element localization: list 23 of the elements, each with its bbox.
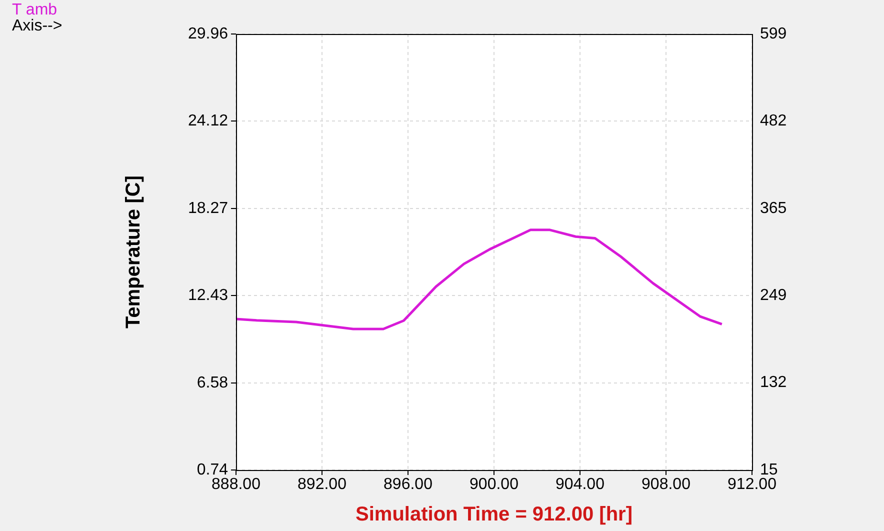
- y-tick-label: 24.12: [188, 112, 228, 130]
- y2-tick-label: 15: [760, 461, 778, 478]
- y2-tick-label: 482: [760, 112, 787, 130]
- y-tick-label: 18.27: [188, 200, 228, 217]
- text: T amb: [12, 1, 58, 18]
- x-axis-title: Simulation Time = 912.00 [hr]: [356, 504, 632, 526]
- y2-tick-label: 249: [760, 287, 787, 304]
- y-axis-title: Temperature [C]: [122, 176, 145, 328]
- y-tick-label: 6.58: [196, 374, 228, 392]
- text: Axis-->: [12, 17, 62, 34]
- x-tick-label: 904.00: [556, 476, 605, 494]
- x-tick-label: 896.00: [384, 476, 433, 494]
- y-tick-label: 12.43: [188, 286, 228, 304]
- y2-tick-label: 132: [760, 374, 787, 392]
- x-tick-label: 912.00: [728, 476, 777, 494]
- x-tick-label: 888.00: [212, 476, 261, 494]
- y2-tick-label: 365: [760, 200, 787, 217]
- y-tick-label: 29.96: [188, 25, 228, 42]
- y2-tick-label: 599: [760, 25, 787, 42]
- y-tick-label: 0.74: [196, 461, 228, 478]
- x-tick-label: 908.00: [642, 476, 691, 494]
- x-tick-label: 892.00: [298, 476, 347, 494]
- x-tick-label: 900.00: [470, 476, 519, 494]
